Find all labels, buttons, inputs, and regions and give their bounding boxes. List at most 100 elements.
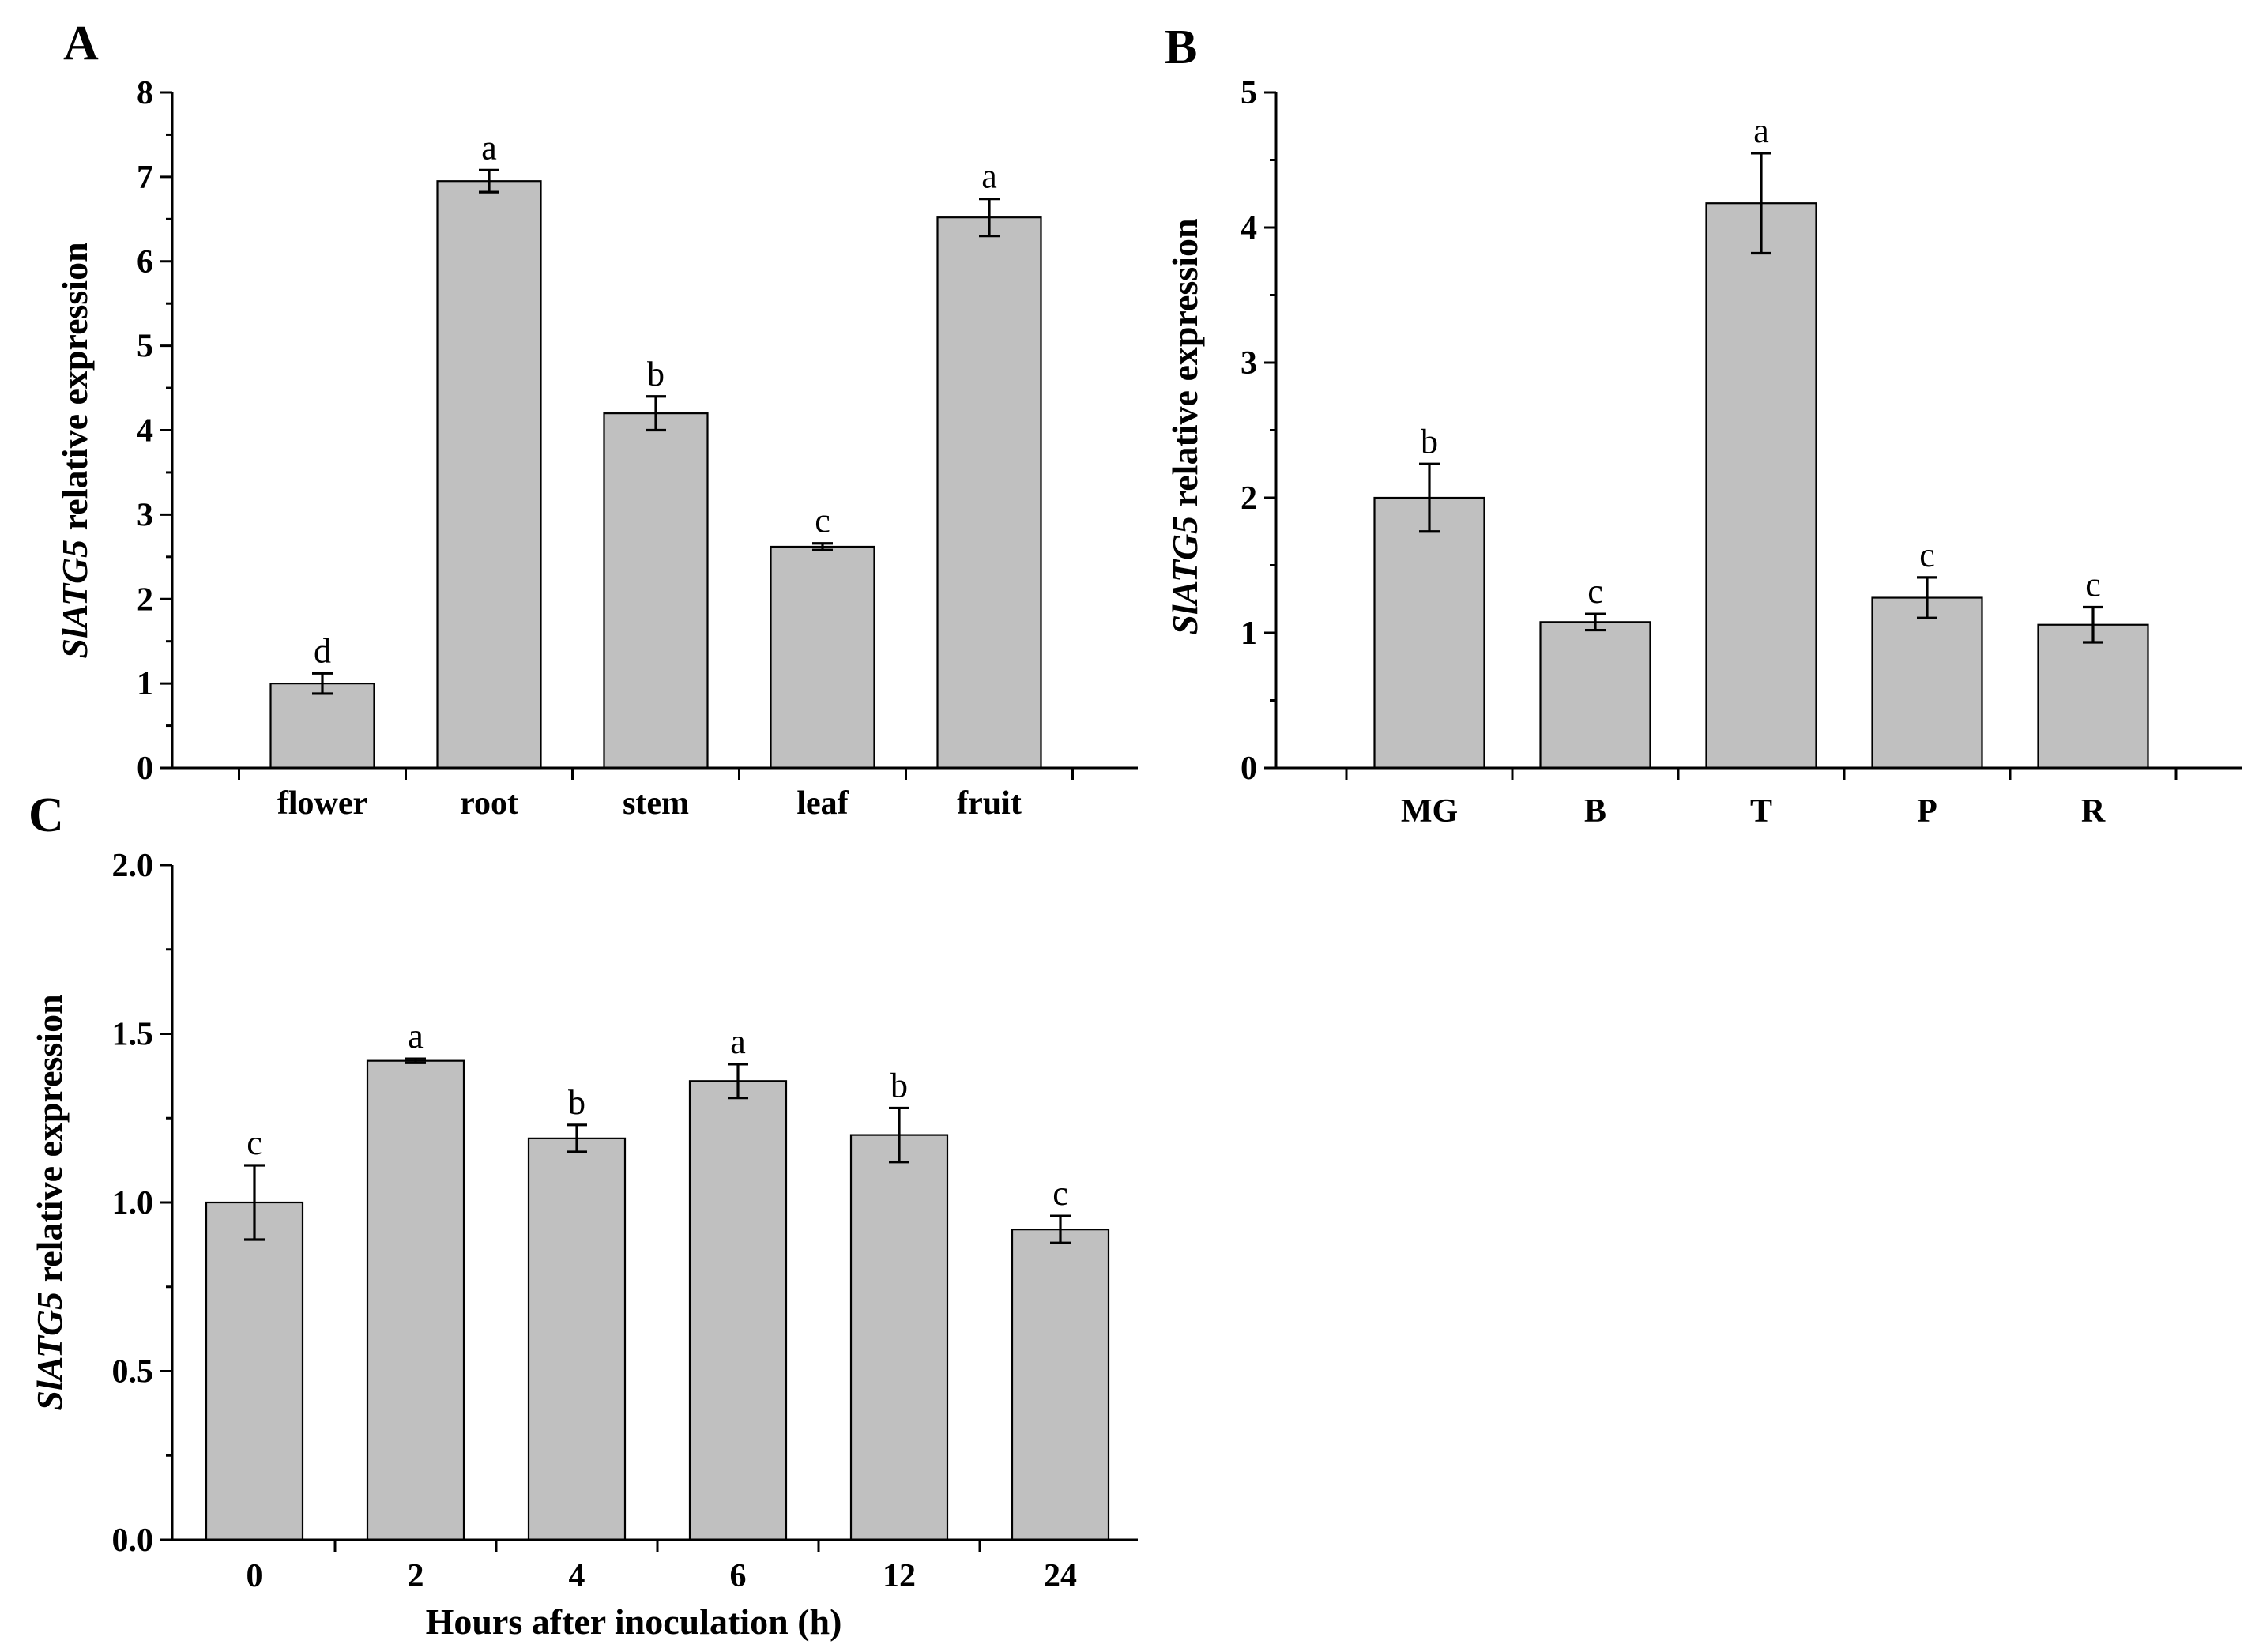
- bar-P: [1871, 596, 1983, 770]
- y-tick-label: 2.0: [112, 848, 154, 884]
- x-tick-label: R: [2081, 793, 2106, 830]
- y-tick-label: 2: [1241, 480, 1257, 517]
- y-tick-label: 3: [1241, 345, 1257, 382]
- y-tick-label: 0.5: [112, 1354, 154, 1390]
- y-axis-title-rest: relative expression: [29, 994, 70, 1291]
- error-bar: [979, 198, 1000, 238]
- panel-letter: B: [1165, 21, 1197, 74]
- error-bar: [812, 542, 833, 551]
- error-bar: [479, 168, 499, 194]
- significance-letter: b: [1421, 422, 1438, 461]
- y-tick-label: 0: [1241, 751, 1257, 787]
- bar-root: [436, 180, 542, 770]
- y-tick-label: 3: [137, 497, 153, 533]
- y-tick-label: 6: [137, 244, 153, 280]
- bar-leaf: [770, 545, 875, 770]
- bar-2: [366, 1059, 465, 1541]
- panel-c: Cc 0 a 2 b 4 a 6 b 12 c 24 0.0 0.5 1.0 1.5 2.0 SlATG5 rel…: [28, 788, 1138, 1642]
- significance-letter: d: [314, 631, 331, 670]
- y-tick-label: 0: [137, 751, 153, 787]
- significance-letter: c: [1587, 572, 1603, 611]
- significance-letter: a: [1753, 111, 1769, 150]
- x-tick-label: 2: [408, 1558, 424, 1594]
- y-tick-label: 0.0: [112, 1522, 154, 1559]
- y-tick-label: 8: [137, 75, 153, 111]
- bar-stem: [603, 412, 709, 770]
- bar-T: [1705, 202, 1817, 770]
- significance-letter: c: [1919, 536, 1935, 574]
- y-tick-label: 4: [1241, 210, 1257, 246]
- y-tick-label: 5: [1241, 75, 1257, 111]
- x-tick-label: MG: [1401, 793, 1458, 830]
- significance-letter: a: [481, 128, 497, 167]
- significance-letter: c: [2085, 566, 2101, 604]
- x-tick-label: 0: [247, 1558, 263, 1594]
- error-bar: [1050, 1214, 1071, 1244]
- panel-letter: A: [63, 17, 99, 70]
- y-tick-label: 4: [137, 413, 153, 450]
- error-bar: [1419, 462, 1440, 533]
- significance-letter: b: [890, 1066, 908, 1104]
- y-axis-title: SlATG5 relative expression: [1165, 218, 1205, 634]
- bar-MG: [1373, 496, 1485, 770]
- panel-b: Bb MG c Ba Tc Pc R 0 1 2 3 4 5 SlATG5 relative expres…: [1165, 21, 2242, 830]
- x-tick-label: 12: [883, 1558, 916, 1594]
- x-tick-label: 4: [569, 1558, 585, 1594]
- significance-letter: a: [981, 157, 997, 196]
- error-bar: [2083, 605, 2103, 644]
- x-tick-label: T: [1750, 793, 1772, 830]
- error-bar: [1751, 152, 1771, 255]
- x-tick-label: fruit: [957, 785, 1022, 822]
- error-bar: [405, 1057, 426, 1064]
- x-tick-label: 24: [1044, 1558, 1077, 1594]
- bar-4: [527, 1137, 627, 1541]
- y-axis-title-rest: relative expression: [1165, 218, 1205, 515]
- bar-flower: [269, 683, 375, 770]
- significance-letter: c: [815, 502, 830, 540]
- y-axis-title-rest: relative expression: [55, 242, 95, 539]
- bar-R: [2037, 623, 2149, 770]
- significance-letter: c: [1052, 1174, 1068, 1213]
- panel-a: Ad flower a root b stem c leaf a fruit 0 1 2 3 4 5 6 7 8 Sl…: [55, 17, 1138, 822]
- significance-letter: a: [730, 1022, 746, 1061]
- error-bar: [646, 395, 666, 432]
- y-axis-title: SlATG5 relative expression: [29, 994, 70, 1410]
- error-bar: [1917, 576, 1937, 619]
- x-tick-label: B: [1584, 793, 1606, 830]
- y-axis-title: SlATG5 relative expression: [55, 242, 95, 658]
- error-bar: [1585, 612, 1606, 632]
- gene-name: SlATG5: [29, 1292, 70, 1411]
- bar-B: [1539, 621, 1651, 770]
- bar-6: [688, 1080, 788, 1541]
- bar-12: [849, 1134, 949, 1541]
- y-tick-label: 7: [137, 160, 153, 196]
- y-tick-label: 1: [1241, 615, 1257, 652]
- significance-letter: b: [647, 355, 665, 393]
- error-bar: [312, 672, 333, 695]
- error-bar: [889, 1106, 909, 1164]
- error-bar: [567, 1123, 587, 1153]
- x-tick-label: root: [460, 785, 518, 822]
- error-bar: [728, 1063, 748, 1100]
- bar-24: [1011, 1229, 1110, 1541]
- bar-fruit: [936, 216, 1042, 770]
- x-axis-title: Hours after inoculation (h): [426, 1601, 842, 1642]
- y-tick-label: 2: [137, 581, 153, 618]
- error-bar: [244, 1164, 265, 1241]
- x-tick-label: stem: [623, 785, 689, 822]
- y-tick-label: 1.5: [112, 1017, 154, 1053]
- significance-letter: b: [568, 1083, 585, 1122]
- x-tick-label: leaf: [796, 785, 849, 822]
- y-tick-label: 1: [137, 666, 153, 702]
- bar-0: [205, 1201, 304, 1541]
- x-tick-label: P: [1917, 793, 1937, 830]
- panel-letter: C: [28, 788, 64, 842]
- significance-letter: a: [408, 1017, 424, 1056]
- y-tick-label: 5: [137, 329, 153, 365]
- gene-name: SlATG5: [1165, 516, 1205, 635]
- gene-name: SlATG5: [55, 540, 95, 659]
- x-tick-label: flower: [277, 785, 367, 822]
- x-tick-label: 6: [730, 1558, 747, 1594]
- y-tick-label: 1.0: [112, 1185, 154, 1221]
